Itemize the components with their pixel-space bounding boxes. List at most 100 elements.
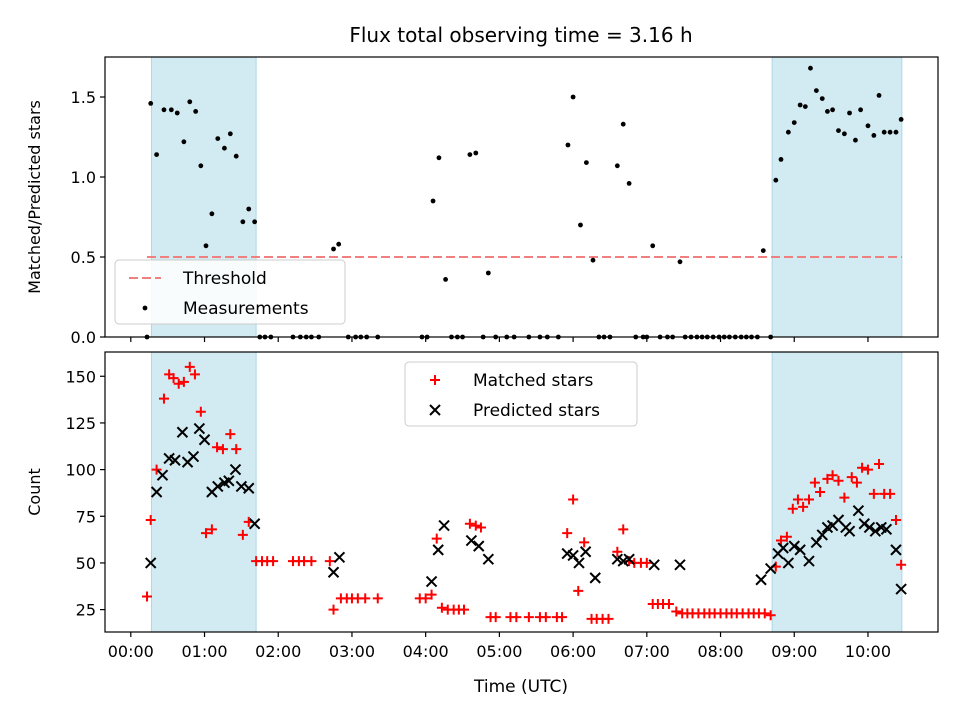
data-point [852, 504, 865, 517]
data-point [579, 546, 592, 558]
data-point [198, 434, 211, 446]
y-axis-label: Matched/Predicted stars [25, 100, 44, 294]
data-point [568, 494, 579, 505]
data-point [788, 540, 800, 552]
data-point [836, 128, 841, 134]
data-point [195, 406, 206, 417]
data-point [490, 612, 501, 623]
data-point [482, 553, 495, 565]
data-point [420, 593, 431, 604]
data-point [858, 518, 870, 530]
y-axis-label: Count [25, 468, 44, 516]
data-point [324, 556, 335, 567]
legend-label: Matched stars [473, 371, 593, 391]
data-point [231, 444, 242, 455]
data-point [813, 88, 819, 93]
data-point [467, 152, 473, 158]
data-point [436, 602, 447, 613]
x-tick-label: 06:00 [550, 642, 596, 661]
data-point [240, 219, 246, 225]
data-point [890, 544, 902, 556]
data-point [144, 557, 157, 569]
x-axis-label: Time (UTC) [473, 677, 568, 697]
data-point [333, 551, 346, 564]
series-predicted-stars [144, 422, 907, 595]
data-point [880, 523, 893, 536]
data-point [839, 492, 850, 503]
data-point [306, 556, 317, 567]
data-point [895, 583, 907, 595]
data-point [589, 572, 601, 584]
data-point [173, 378, 184, 389]
y-tick-label: 0.5 [71, 248, 96, 267]
data-point [863, 521, 876, 534]
data-point [430, 198, 436, 204]
data-point [797, 102, 803, 108]
legend-label: Predicted stars [473, 401, 600, 421]
data-point [473, 540, 485, 552]
x-tick-label: 04:00 [403, 642, 449, 661]
data-point [822, 473, 833, 484]
data-point [436, 155, 442, 161]
y-tick-label: 75 [76, 507, 96, 526]
data-point [677, 259, 683, 265]
data-point [161, 107, 167, 113]
data-point [887, 129, 893, 135]
legend-label: Threshold [182, 269, 267, 289]
data-point [618, 524, 629, 535]
data-point [425, 575, 438, 588]
data-point [233, 153, 239, 159]
legend: Matched stars Predicted stars [404, 361, 638, 427]
data-point [815, 487, 826, 497]
y-tick-label: 1.5 [71, 88, 96, 107]
data-point [360, 593, 371, 604]
x-tick-label: 09:00 [771, 642, 817, 661]
data-point [154, 152, 160, 158]
data-point [223, 475, 235, 487]
data-point [792, 494, 803, 505]
data-point [778, 157, 784, 162]
data-point [485, 270, 491, 276]
data-point [158, 393, 169, 404]
data-point [187, 450, 200, 463]
data-point [328, 604, 339, 615]
data-point [885, 488, 896, 499]
data-point [168, 373, 179, 384]
plot-frame [104, 351, 939, 633]
data-point [847, 110, 852, 116]
data-point [246, 206, 252, 212]
data-point [151, 464, 162, 475]
data-point [626, 181, 632, 186]
data-point [327, 566, 340, 578]
x-tick-label: 02:00 [255, 642, 301, 661]
y-tick-label: 50 [76, 554, 96, 573]
data-point [557, 612, 568, 623]
y-tick-label: 150 [65, 367, 96, 386]
data-point [237, 529, 248, 540]
data-point [865, 123, 871, 129]
data-point [227, 131, 233, 137]
data-point [432, 544, 444, 556]
data-point [853, 137, 858, 143]
data-point [663, 599, 674, 609]
data-point [846, 472, 857, 483]
data-point [268, 556, 279, 567]
legend-marker [429, 404, 441, 416]
data-point [858, 107, 863, 113]
data-point [825, 109, 830, 114]
series-measurements [144, 65, 904, 340]
data-point [843, 525, 856, 537]
data-point [893, 129, 899, 135]
legend-label: Measurements [183, 299, 309, 319]
data-point [174, 110, 180, 116]
data-point [612, 546, 623, 557]
data-point [785, 129, 791, 135]
x-tick-label: 05:00 [476, 642, 522, 661]
data-point [203, 243, 209, 249]
x-tick-label: 08:00 [697, 642, 743, 661]
data-point [189, 369, 200, 380]
y-tick-label: 1.0 [71, 168, 96, 187]
data-point [459, 604, 470, 615]
y-tick-label: 0.0 [71, 328, 96, 347]
